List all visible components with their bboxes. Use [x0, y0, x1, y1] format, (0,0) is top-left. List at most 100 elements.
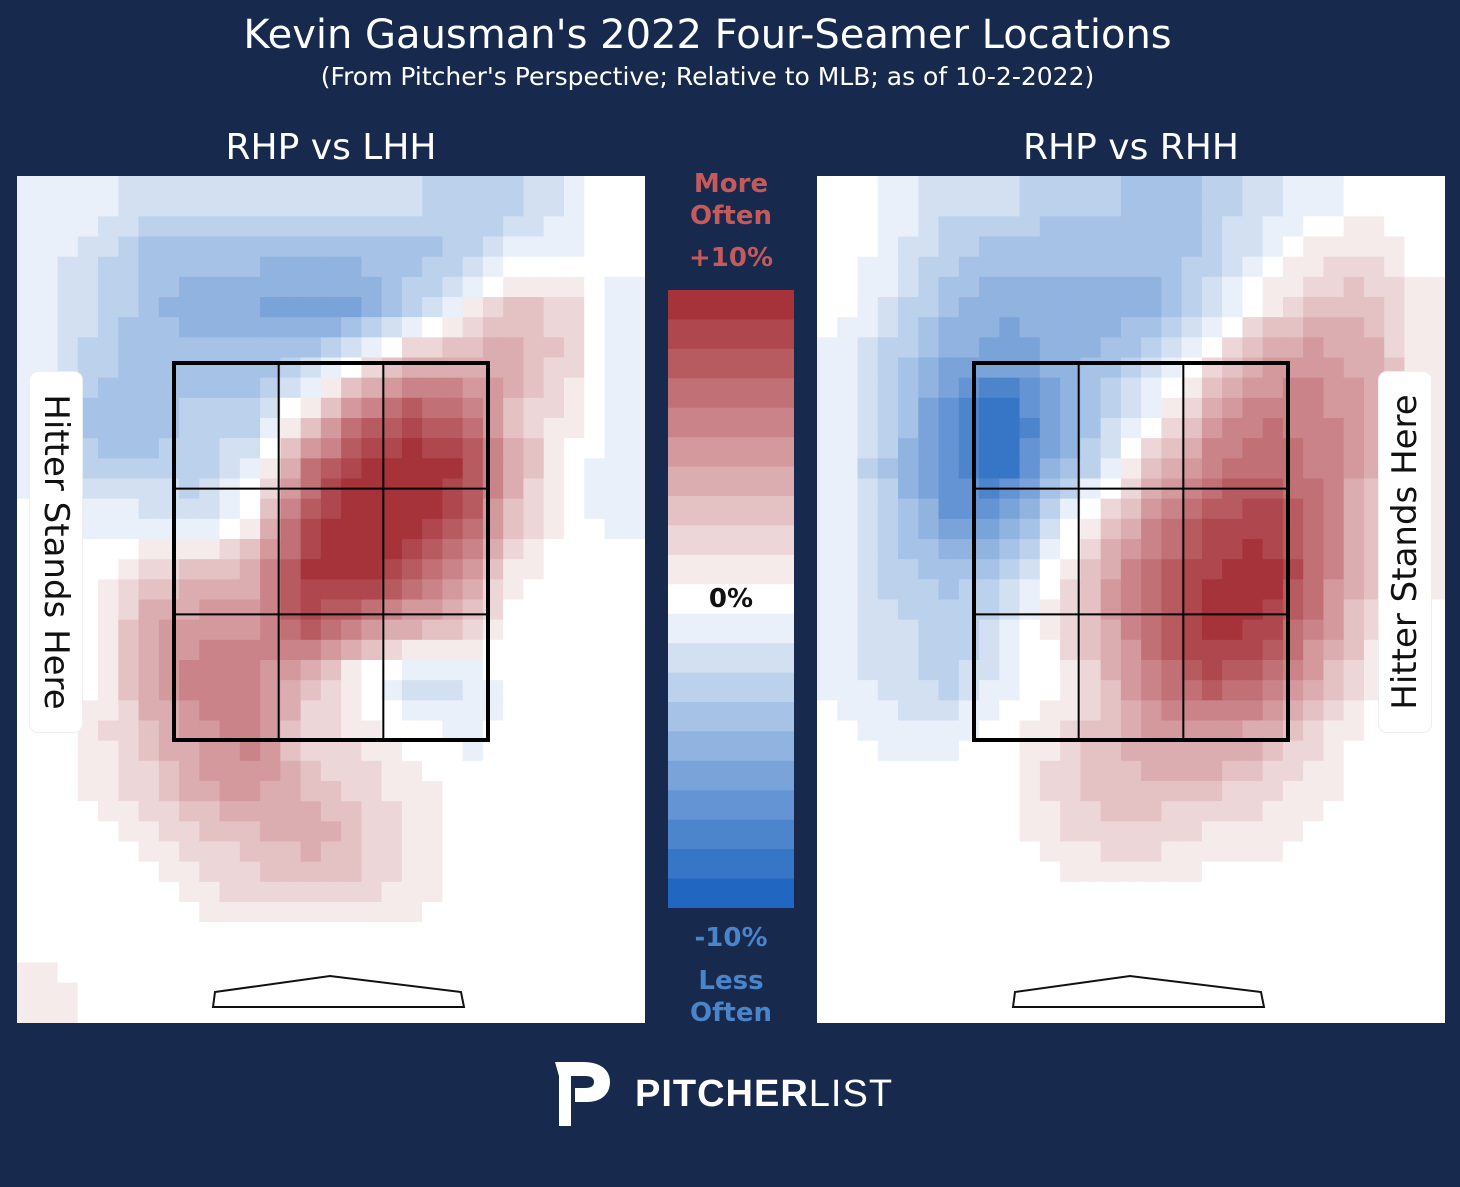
- heat-cell: [1080, 438, 1102, 459]
- heat-cell: [1039, 236, 1061, 258]
- heat-cell: [523, 881, 545, 903]
- heat-cell: [401, 639, 423, 661]
- heat-cell: [1242, 619, 1264, 641]
- heat-cell: [543, 579, 565, 600]
- heat-cell: [401, 781, 423, 802]
- heat-cell: [1343, 781, 1365, 802]
- heat-cell: [118, 760, 140, 782]
- heat-cell: [817, 357, 838, 379]
- heat-cell: [1404, 1002, 1426, 1023]
- heat-cell: [361, 841, 383, 863]
- heat-cell: [898, 740, 919, 762]
- heat-cell: [1222, 942, 1243, 963]
- heat-cell: [503, 599, 524, 621]
- heat-cell: [1262, 1002, 1284, 1023]
- heat-cell: [1060, 922, 1081, 943]
- heat-cell: [138, 438, 160, 459]
- heat-cell: [482, 297, 504, 318]
- heat-cell: [817, 619, 838, 641]
- heat-cell: [37, 962, 59, 984]
- heat-cell: [1343, 962, 1365, 984]
- heat-cell: [584, 478, 605, 500]
- heat-cell: [1100, 438, 1122, 459]
- heat-cell: [1201, 216, 1223, 237]
- heat-cell: [1323, 700, 1345, 721]
- heat-cell: [1242, 397, 1264, 419]
- heat-cell: [320, 841, 342, 863]
- heat-cell: [1242, 680, 1264, 701]
- heat-cell: [1141, 377, 1162, 399]
- heat-cell: [999, 337, 1021, 358]
- hitter-stands-here-left: Hitter Stands Here: [36, 394, 76, 710]
- heat-cell: [199, 760, 221, 782]
- heat-cell: [118, 176, 140, 197]
- heat-cell: [77, 518, 99, 540]
- heat-cell: [1323, 559, 1345, 580]
- heat-cell: [1384, 216, 1405, 237]
- heat-cell: [1363, 861, 1385, 883]
- heat-cell: [422, 700, 443, 721]
- heat-cell: [1404, 982, 1426, 1004]
- heat-cell: [898, 841, 919, 863]
- heat-cell: [1019, 377, 1041, 399]
- heat-cell: [1323, 861, 1345, 883]
- heat-cell: [98, 478, 119, 500]
- heat-cell: [1019, 559, 1041, 580]
- heat-cell: [503, 861, 524, 883]
- heat-cell: [1039, 579, 1061, 600]
- heat-cell: [999, 498, 1021, 520]
- heat-cell: [999, 619, 1021, 641]
- heat-cell: [1120, 256, 1142, 278]
- heat-cell: [300, 559, 322, 580]
- heat-cell: [1303, 922, 1324, 943]
- heat-cell: [239, 962, 261, 984]
- heat-cell: [999, 700, 1021, 721]
- heat-cell: [1303, 256, 1324, 278]
- heat-cell: [138, 1002, 160, 1023]
- heat-cell: [1120, 881, 1142, 903]
- heat-cell: [898, 579, 919, 600]
- heat-cell: [219, 801, 241, 822]
- heat-cell: [57, 176, 79, 197]
- heat-cell: [1019, 317, 1041, 338]
- heat-cell: [1181, 579, 1203, 600]
- heat-cell: [239, 740, 261, 762]
- heat-cell: [604, 317, 626, 338]
- heat-cell: [1323, 821, 1345, 842]
- heat-cell: [1100, 176, 1122, 197]
- heat-cell: [898, 720, 919, 742]
- heat-cell: [523, 740, 545, 762]
- heat-cell: [503, 881, 524, 903]
- heat-cell: [179, 276, 200, 298]
- heat-cell: [482, 236, 504, 258]
- heat-cell: [1141, 458, 1162, 479]
- heat-cell: [523, 841, 545, 863]
- heat-cell: [1201, 539, 1223, 560]
- heat-cell: [958, 539, 980, 560]
- heat-cell: [199, 821, 221, 842]
- heat-cell: [260, 438, 281, 459]
- heat-cell: [1363, 1002, 1385, 1023]
- heat-cell: [401, 377, 423, 399]
- heat-cell: [1100, 418, 1122, 439]
- heat-cell: [77, 982, 99, 1004]
- heat-cell: [1100, 337, 1122, 358]
- heat-cell: [1323, 539, 1345, 560]
- heat-cell: [1181, 256, 1203, 278]
- heat-cell: [401, 599, 423, 621]
- heat-cell: [624, 539, 645, 560]
- heat-cell: [1120, 720, 1142, 742]
- heat-cell: [77, 357, 99, 379]
- heat-cell: [523, 720, 545, 742]
- heat-cell: [1323, 760, 1345, 782]
- heat-cell: [543, 740, 565, 762]
- heat-cell: [138, 216, 160, 237]
- heat-cell: [77, 680, 99, 701]
- heat-cell: [442, 377, 464, 399]
- heat-cell: [958, 196, 980, 217]
- heat-cell: [1080, 317, 1102, 338]
- heat-cell: [300, 740, 322, 762]
- heat-cell: [1303, 357, 1324, 379]
- heat-cell: [77, 579, 99, 600]
- heat-cell: [1039, 821, 1061, 842]
